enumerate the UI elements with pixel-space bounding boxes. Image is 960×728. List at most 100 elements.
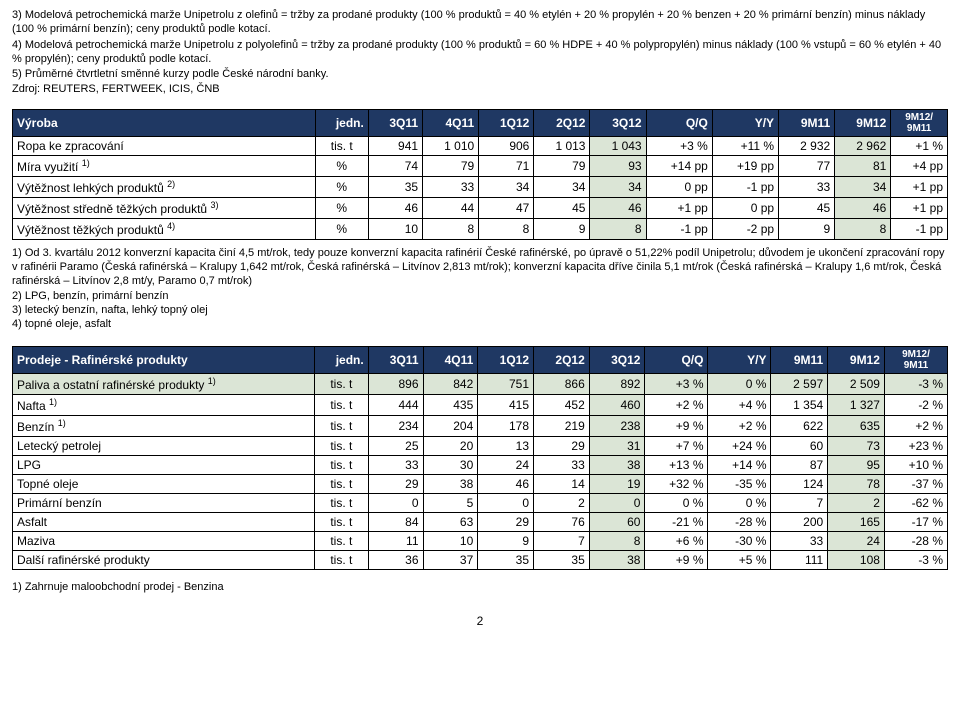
note-line: Zdroj: REUTERS, FERTWEEK, ICIS, ČNB — [12, 82, 948, 96]
note-line: 5) Průměrné čtvrtletní směnné kurzy podl… — [12, 67, 948, 81]
col-header: 4Q11 — [423, 109, 479, 136]
cell: 33 — [779, 176, 835, 197]
cell: 38 — [589, 550, 645, 569]
cell: 1 010 — [423, 136, 479, 155]
col-header: 4Q11 — [423, 346, 478, 373]
row-unit: % — [315, 197, 368, 218]
cell: 2 — [534, 493, 590, 512]
col-header: 3Q12 — [589, 346, 645, 373]
col-header: jedn. — [315, 109, 368, 136]
footnotes-table1: 1) Od 3. kvartálu 2012 konverzní kapacit… — [12, 246, 948, 332]
cell: -21 % — [645, 512, 708, 531]
cell: 1 043 — [590, 136, 646, 155]
table-row: Benzín 1)tis. t234204178219238+9 %+2 %62… — [13, 415, 948, 436]
cell: 33 — [368, 455, 423, 474]
table-title: Prodeje - Rafinérské produkty — [13, 346, 315, 373]
cell: 7 — [534, 531, 590, 550]
cell: 9 — [534, 218, 590, 239]
cell: +2 % — [708, 415, 771, 436]
cell: 0 % — [645, 493, 708, 512]
cell: +4 pp — [891, 155, 948, 176]
cell: 33 — [534, 455, 590, 474]
cell: +14 % — [708, 455, 771, 474]
cell: 33 — [423, 176, 479, 197]
table-row: Výtěžnost středně těžkých produktů 3)%46… — [13, 197, 948, 218]
cell: +1 pp — [891, 176, 948, 197]
cell: 892 — [589, 373, 645, 394]
cell: +14 pp — [646, 155, 712, 176]
cell: 46 — [368, 197, 422, 218]
cell: 60 — [771, 436, 828, 455]
cell: 25 — [368, 436, 423, 455]
cell: 452 — [534, 394, 590, 415]
table-row: Výtěžnost těžkých produktů 4)%108898-1 p… — [13, 218, 948, 239]
table-row: Další rafinérské produktytis. t363735353… — [13, 550, 948, 569]
cell: -28 % — [884, 531, 947, 550]
cell: -30 % — [708, 531, 771, 550]
table-title: Výroba — [13, 109, 316, 136]
col-header: Y/Y — [708, 346, 771, 373]
cell: 14 — [534, 474, 590, 493]
cell: 941 — [368, 136, 422, 155]
note-line: 3) Modelová petrochemická marže Unipetro… — [12, 8, 948, 37]
cell: +5 % — [708, 550, 771, 569]
cell: +11 % — [712, 136, 778, 155]
row-unit: tis. t — [314, 394, 368, 415]
cell: 238 — [589, 415, 645, 436]
page-number: 2 — [12, 614, 948, 628]
cell: 35 — [534, 550, 590, 569]
footnotes-table2: 1) Zahrnuje maloobchodní prodej - Benzin… — [12, 580, 948, 594]
table-row: Mazivatis. t1110978+6 %-30 %3324-28 % — [13, 531, 948, 550]
cell: +7 % — [645, 436, 708, 455]
cell: 19 — [589, 474, 645, 493]
row-label: Letecký petrolej — [13, 436, 315, 455]
cell: +9 % — [645, 415, 708, 436]
cell: 95 — [828, 455, 885, 474]
cell: 111 — [771, 550, 828, 569]
col-header: Y/Y — [712, 109, 778, 136]
cell: 9 — [478, 531, 534, 550]
cell: 10 — [368, 218, 422, 239]
row-label: Topné oleje — [13, 474, 315, 493]
table-row: Ropa ke zpracovánítis. t9411 0109061 013… — [13, 136, 948, 155]
cell: +4 % — [708, 394, 771, 415]
cell: 1 327 — [828, 394, 885, 415]
cell: 0 pp — [712, 197, 778, 218]
col-header: 1Q12 — [478, 346, 534, 373]
row-label: Míra využití 1) — [13, 155, 316, 176]
cell: 842 — [423, 373, 478, 394]
cell: +2 % — [645, 394, 708, 415]
cell: 63 — [423, 512, 478, 531]
row-unit: tis. t — [314, 373, 368, 394]
cell: 8 — [423, 218, 479, 239]
cell: 34 — [590, 176, 646, 197]
footnote-line: 2) LPG, benzín, primární benzín — [12, 289, 948, 303]
cell: 93 — [590, 155, 646, 176]
table-row: Míra využití 1)%7479717993+14 pp+19 pp77… — [13, 155, 948, 176]
col-header: 3Q12 — [590, 109, 646, 136]
cell: 78 — [828, 474, 885, 493]
top-notes: 3) Modelová petrochemická marže Unipetro… — [12, 8, 948, 97]
cell: 36 — [368, 550, 423, 569]
cell: 45 — [779, 197, 835, 218]
footnote-line: 3) letecký benzín, nafta, lehký topný ol… — [12, 303, 948, 317]
cell: -1 pp — [646, 218, 712, 239]
sales-table: Prodeje - Rafinérské produktyjedn.3Q114Q… — [12, 346, 948, 570]
cell: 71 — [479, 155, 534, 176]
cell: 13 — [478, 436, 534, 455]
cell: 84 — [368, 512, 423, 531]
row-label: Další rafinérské produkty — [13, 550, 315, 569]
cell: 415 — [478, 394, 534, 415]
cell: -28 % — [708, 512, 771, 531]
cell: 8 — [479, 218, 534, 239]
note-line: 4) Modelová petrochemická marže Unipetro… — [12, 38, 948, 67]
row-unit: tis. t — [314, 512, 368, 531]
col-header: 9M12/9M11 — [884, 346, 947, 373]
cell: +23 % — [884, 436, 947, 455]
table-row: Paliva a ostatní rafinérské produkty 1)t… — [13, 373, 948, 394]
table-row: LPGtis. t3330243338+13 %+14 %8795+10 % — [13, 455, 948, 474]
col-header: jedn. — [314, 346, 368, 373]
cell: 1 013 — [534, 136, 590, 155]
cell: 30 — [423, 455, 478, 474]
col-header: 9M11 — [771, 346, 828, 373]
